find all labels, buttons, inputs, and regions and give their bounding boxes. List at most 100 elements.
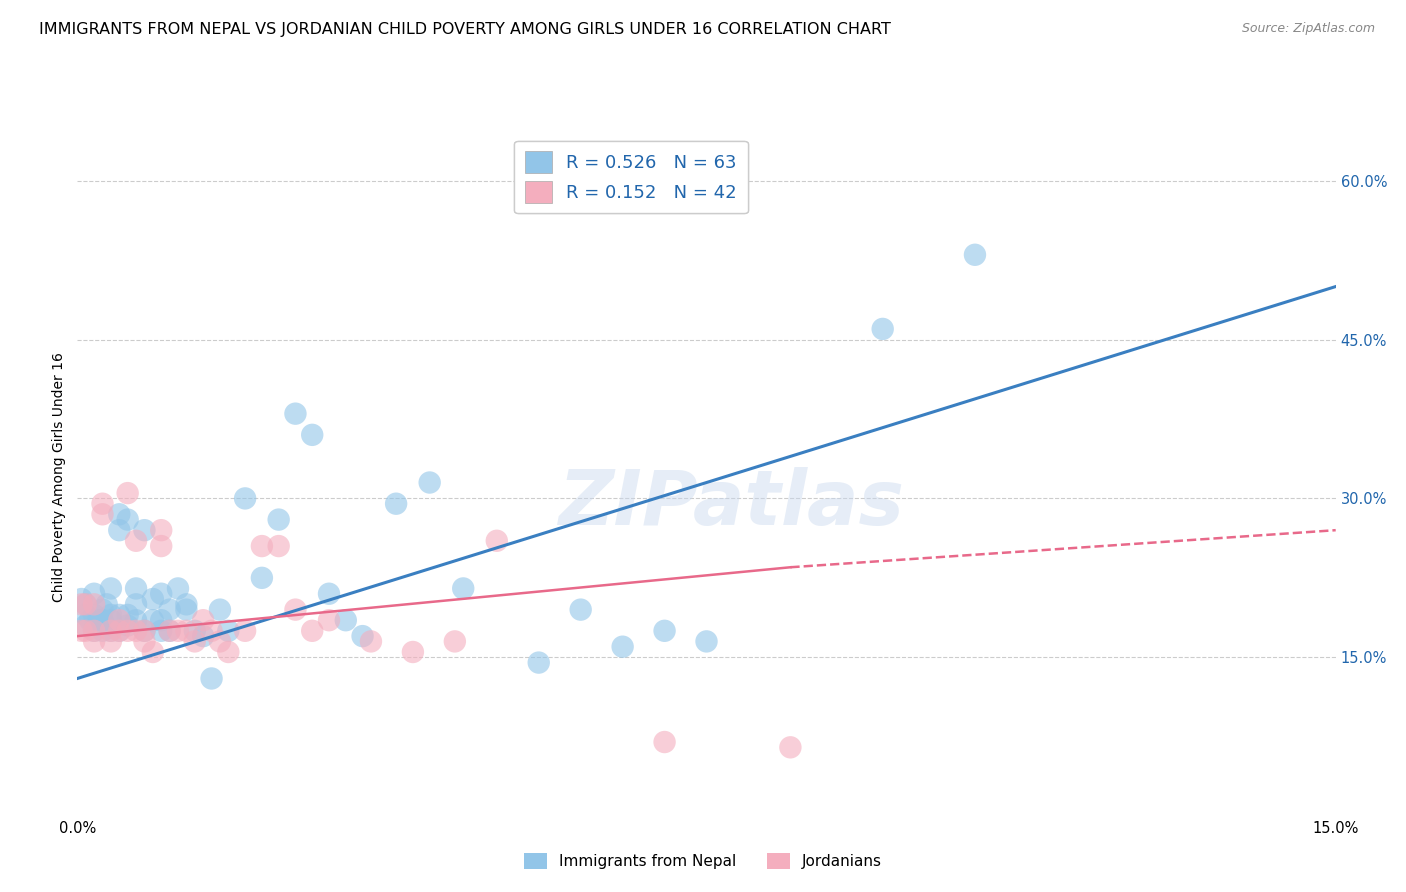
Point (654, 624, 676, 638)
Point (83, 624, 105, 638)
Point (134, 624, 156, 638)
Point (83, 634, 105, 648)
Point (284, 602, 307, 616)
Point (569, 602, 592, 616)
Point (75, 607, 97, 622)
Point (125, 598, 148, 612)
Point (83, 607, 105, 622)
Point (267, 539, 290, 553)
Point (217, 624, 239, 638)
Point (108, 607, 131, 622)
Point (184, 624, 207, 638)
Point (108, 508, 131, 522)
Point (150, 587, 173, 601)
Point (444, 634, 467, 648)
Point (250, 571, 273, 585)
Point (100, 613, 122, 627)
Point (108, 624, 131, 638)
Point (176, 624, 198, 638)
Point (150, 624, 173, 638)
Point (167, 582, 190, 596)
Point (83, 624, 105, 638)
Point (108, 624, 131, 638)
Legend: Immigrants from Nepal, Jordanians: Immigrants from Nepal, Jordanians (517, 847, 889, 875)
Point (191, 629, 215, 643)
Point (191, 613, 215, 627)
Point (419, 475, 441, 490)
Point (176, 602, 198, 616)
Point (527, 656, 550, 670)
Point (318, 587, 340, 601)
Point (233, 491, 256, 506)
Point (100, 582, 122, 596)
Point (70, 624, 93, 638)
Text: ZIPatlas: ZIPatlas (558, 467, 904, 541)
Point (142, 613, 165, 627)
Point (150, 523, 173, 537)
Point (125, 613, 148, 627)
Point (100, 634, 122, 648)
Point (117, 486, 139, 500)
Point (134, 624, 156, 638)
Point (70, 592, 93, 607)
Point (284, 407, 307, 421)
Point (360, 634, 382, 648)
Point (96, 598, 118, 612)
Point (159, 602, 181, 616)
Point (159, 624, 181, 638)
Point (70, 598, 93, 612)
Point (150, 613, 173, 627)
Point (91, 613, 114, 627)
Point (485, 533, 508, 548)
Point (117, 624, 139, 638)
Text: IMMIGRANTS FROM NEPAL VS JORDANIAN CHILD POVERTY AMONG GIRLS UNDER 16 CORRELATIO: IMMIGRANTS FROM NEPAL VS JORDANIAN CHILD… (39, 22, 891, 37)
Point (117, 512, 139, 526)
Point (142, 645, 165, 659)
Point (451, 582, 474, 596)
Point (335, 613, 357, 627)
Y-axis label: Child Poverty Among Girls Under 16: Child Poverty Among Girls Under 16 (52, 352, 66, 602)
Point (75, 624, 97, 638)
Legend: R = 0.526   N = 63, R = 0.152   N = 42: R = 0.526 N = 63, R = 0.152 N = 42 (515, 141, 748, 213)
Point (654, 735, 676, 749)
Point (100, 624, 122, 638)
Point (318, 613, 340, 627)
Point (612, 640, 634, 654)
Point (117, 607, 139, 622)
Point (91, 497, 114, 511)
Point (125, 533, 148, 548)
Point (125, 582, 148, 596)
Point (200, 672, 222, 686)
Point (167, 624, 190, 638)
Point (91, 613, 114, 627)
Point (91, 508, 114, 522)
Point (176, 598, 198, 612)
Point (233, 624, 256, 638)
Point (301, 428, 323, 442)
Point (87, 613, 110, 627)
Point (267, 512, 290, 526)
Point (150, 539, 173, 553)
Point (208, 634, 231, 648)
Point (91, 602, 114, 616)
Point (91, 624, 114, 638)
Point (75, 598, 97, 612)
Point (108, 523, 131, 537)
Point (134, 634, 156, 648)
Point (159, 624, 181, 638)
Point (75, 618, 97, 632)
Point (117, 618, 139, 632)
Point (208, 602, 231, 616)
Point (142, 592, 165, 607)
Point (100, 607, 122, 622)
Point (125, 624, 148, 638)
Point (402, 645, 425, 659)
Point (100, 624, 122, 638)
Point (250, 539, 273, 553)
Point (301, 624, 323, 638)
Point (108, 613, 131, 627)
Point (83, 598, 105, 612)
Point (83, 587, 105, 601)
Point (217, 645, 239, 659)
Point (963, 248, 986, 262)
